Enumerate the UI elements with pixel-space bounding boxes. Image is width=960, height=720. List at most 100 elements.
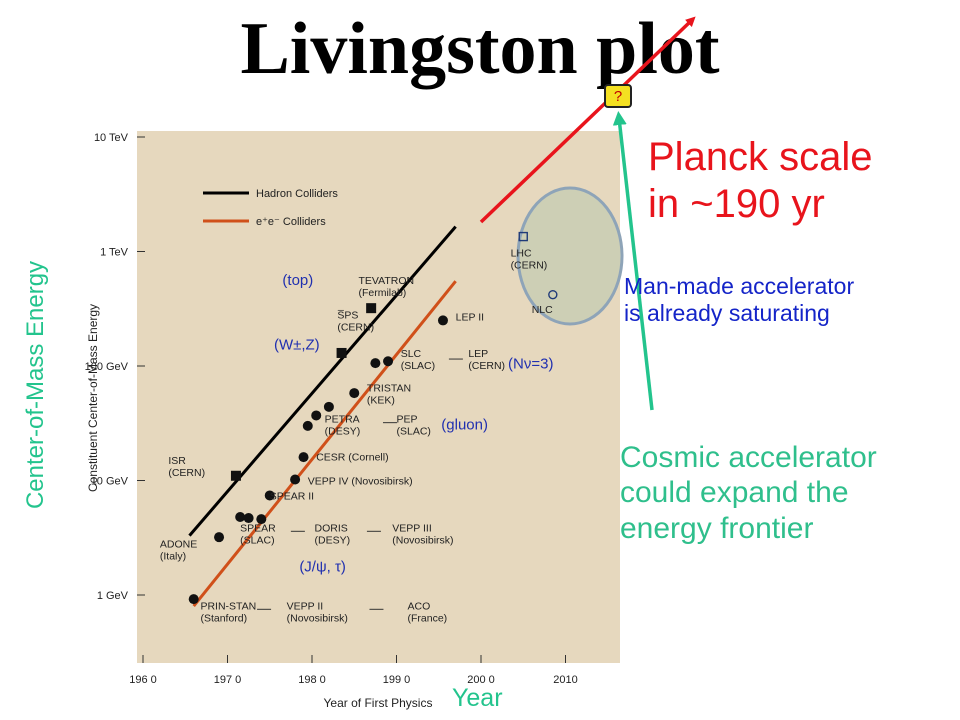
question-mark-badge: ? bbox=[604, 84, 632, 108]
tick-layer: 1 GeV 10 GeV 100 GeV 1 TeV 10 TeV 196 0 197 0 1… bbox=[85, 132, 578, 710]
y-axis-label: Constituent Center-of-Mass Energy bbox=[86, 304, 100, 492]
x-axis-label: Year of First Physics bbox=[324, 696, 433, 710]
data-points bbox=[188, 231, 558, 605]
collider-label: CESR (Cornell) bbox=[316, 451, 388, 463]
future-hadron-point bbox=[518, 231, 528, 242]
collider-label: LHC bbox=[511, 248, 532, 260]
collider-label: S̅PS bbox=[337, 309, 358, 321]
particle-label: (top) bbox=[282, 272, 313, 289]
y-tick-label: 1 TeV bbox=[100, 247, 129, 259]
collider-label: (Novosibirsk) bbox=[287, 612, 348, 624]
manmade-line-1: Man-made accelerator bbox=[624, 273, 855, 299]
x-tick-label: 199 0 bbox=[383, 674, 411, 686]
collider-label: DORIS bbox=[315, 522, 348, 534]
cosmic-accelerator-note: Cosmic accelerator could expand the ener… bbox=[620, 440, 877, 546]
collider-label: (SLAC) bbox=[240, 534, 274, 546]
y-tick-label: 10 TeV bbox=[94, 132, 129, 144]
cosmic-line-2: could expand the bbox=[620, 476, 849, 510]
collider-label: (CERN) bbox=[168, 467, 205, 479]
future-collider-ellipse bbox=[516, 186, 624, 326]
collider-label: (Fermilab) bbox=[358, 287, 406, 299]
collider-labels: ADONE(Italy)ISR(CERN)PRIN-STAN(Stanford)… bbox=[160, 248, 554, 625]
collider-label: (KEK) bbox=[367, 394, 395, 406]
cosmic-accelerator-arrow bbox=[612, 111, 654, 411]
collider-label: (Novosibirsk) bbox=[392, 534, 453, 546]
collider-label: VEPP III bbox=[392, 522, 432, 534]
cosmic-line-1: Cosmic accelerator bbox=[620, 441, 877, 474]
collider-label: SLC bbox=[401, 348, 422, 360]
future-ee-point bbox=[548, 289, 558, 300]
collider-label: (SLAC) bbox=[397, 426, 431, 438]
ee-point bbox=[256, 514, 267, 525]
collider-label: TEVATRON bbox=[358, 275, 414, 287]
planck-scale-note: Planck scale in ~190 yr bbox=[648, 134, 873, 228]
slide-title: Livingston plot bbox=[240, 8, 720, 90]
x-tick-label: 200 0 bbox=[467, 674, 495, 686]
hadron-point bbox=[230, 470, 241, 481]
collider-label: (CERN) bbox=[337, 321, 374, 333]
ee-point bbox=[298, 452, 309, 463]
ee-point bbox=[370, 358, 381, 369]
particle-label: (gluon) bbox=[441, 416, 488, 433]
collider-label: PEP bbox=[397, 414, 418, 426]
collider-label: ACO bbox=[407, 600, 430, 612]
collider-label: (DESY) bbox=[315, 534, 351, 546]
ee-point bbox=[383, 356, 394, 367]
ee-point bbox=[311, 410, 322, 421]
collider-label: (Stanford) bbox=[200, 612, 247, 624]
collider-label: (Italy) bbox=[160, 550, 186, 562]
ee-point bbox=[290, 474, 301, 485]
ee-point bbox=[302, 420, 313, 431]
hadron-point bbox=[336, 347, 347, 358]
legend-label: e⁺e⁻ Colliders bbox=[256, 216, 326, 228]
y-tick-label: 100 GeV bbox=[85, 361, 129, 373]
planck-line-1: Planck scale bbox=[648, 135, 873, 179]
planck-extrapolation-arrow bbox=[479, 16, 696, 224]
collider-label: LEP bbox=[468, 348, 488, 360]
ee-point bbox=[188, 594, 199, 605]
collider-label: ISR bbox=[168, 455, 186, 467]
outer-y-axis-label: Center-of-Mass Energy bbox=[22, 260, 49, 510]
ee-point bbox=[214, 532, 225, 543]
particle-label: (W±,Z) bbox=[274, 336, 320, 353]
collider-label: ADONE bbox=[160, 538, 197, 550]
hadron-point bbox=[366, 303, 377, 314]
collider-label: (SLAC) bbox=[401, 360, 435, 372]
manmade-accelerator-note: Man-made accelerator is already saturati… bbox=[624, 273, 854, 327]
future-colliders-ellipse bbox=[516, 186, 624, 326]
x-tick-label: 198 0 bbox=[298, 674, 326, 686]
legend: Hadron Colliders e⁺e⁻ Colliders bbox=[203, 188, 338, 228]
ee-point bbox=[264, 490, 275, 501]
y-tick-label: 1 GeV bbox=[97, 590, 129, 602]
collider-label: (France) bbox=[407, 612, 447, 624]
collider-label: (CERN) bbox=[511, 260, 548, 272]
y-tick-label: 10 GeV bbox=[91, 476, 129, 488]
ee-point bbox=[235, 511, 246, 522]
trend-line bbox=[192, 280, 457, 608]
planck-line-2: in ~190 yr bbox=[648, 182, 825, 227]
particle-label: (J/ψ, τ) bbox=[299, 559, 346, 576]
ee-point bbox=[349, 388, 360, 399]
cosmic-line-3: energy frontier bbox=[620, 511, 814, 545]
collider-label: LEP II bbox=[456, 311, 484, 323]
collider-label: PRIN-STAN bbox=[200, 600, 256, 612]
ee-point bbox=[323, 401, 334, 412]
collider-label: VEPP II bbox=[287, 600, 324, 612]
outer-x-axis-label: Year bbox=[452, 684, 503, 712]
collider-label: PETRA bbox=[325, 414, 360, 426]
x-tick-label: 196 0 bbox=[129, 674, 157, 686]
particle-label: (Nν=3) bbox=[508, 356, 553, 373]
collider-label: TRISTAN bbox=[367, 382, 411, 394]
ee-point bbox=[243, 513, 254, 524]
collider-label: SPEAR II bbox=[270, 491, 314, 503]
trend-lines bbox=[188, 225, 457, 608]
collider-label: (DESY) bbox=[325, 426, 361, 438]
collider-label: (CERN) bbox=[468, 360, 505, 372]
extrapolation-arrows bbox=[479, 16, 696, 411]
collider-label: SPEAR bbox=[240, 522, 276, 534]
x-tick-label: 197 0 bbox=[214, 674, 242, 686]
collider-label: VEPP IV (Novosibirsk) bbox=[308, 476, 413, 488]
manmade-line-2: is already saturating bbox=[624, 300, 830, 327]
x-tick-label: 2010 bbox=[553, 674, 577, 686]
